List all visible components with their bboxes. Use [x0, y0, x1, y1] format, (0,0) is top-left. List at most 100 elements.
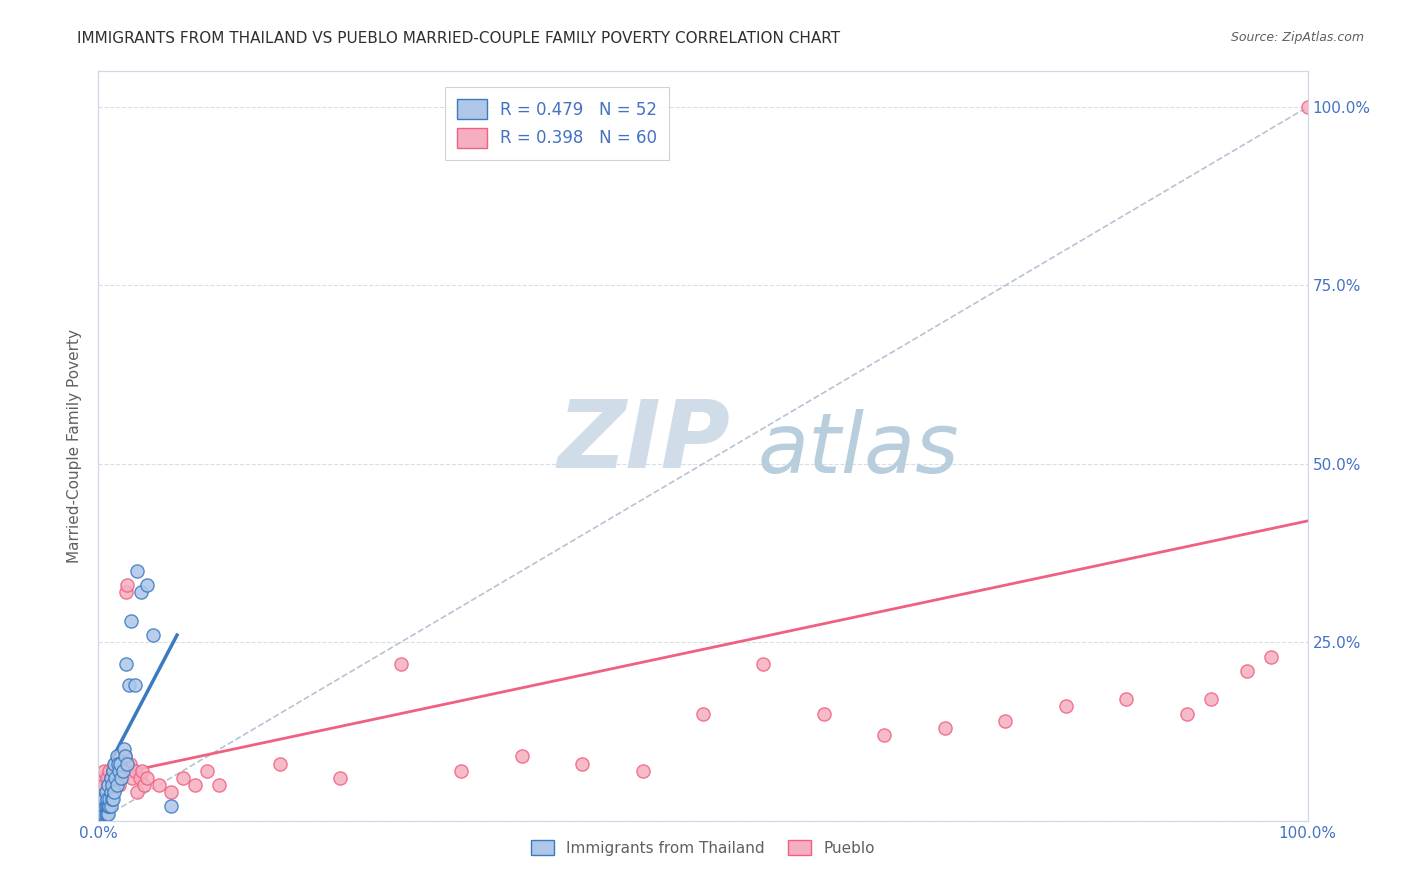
Point — [93, 799, 115, 814]
Point — [110, 771, 132, 785]
Point — [117, 756, 139, 771]
Point — [269, 756, 291, 771]
Point — [105, 749, 128, 764]
Point — [107, 764, 129, 778]
Point — [100, 771, 122, 785]
Point — [90, 799, 112, 814]
Point — [96, 806, 118, 821]
Point — [752, 657, 775, 671]
Point — [115, 657, 138, 671]
Point — [142, 628, 165, 642]
Point — [100, 778, 122, 792]
Point — [100, 785, 122, 799]
Point — [91, 785, 114, 799]
Point — [96, 799, 118, 814]
Y-axis label: Married-Couple Family Poverty: Married-Couple Family Poverty — [67, 329, 83, 563]
Point — [111, 764, 134, 778]
Point — [98, 764, 121, 778]
Point — [108, 756, 131, 771]
Point — [692, 706, 714, 721]
Point — [93, 806, 115, 821]
Legend: Immigrants from Thailand, Pueblo: Immigrants from Thailand, Pueblo — [526, 833, 880, 862]
Point — [101, 792, 124, 806]
Point — [105, 771, 128, 785]
Point — [389, 657, 412, 671]
Point — [127, 785, 149, 799]
Point — [98, 792, 121, 806]
Point — [98, 799, 121, 814]
Point — [89, 792, 111, 806]
Point — [172, 771, 194, 785]
Text: Source: ZipAtlas.com: Source: ZipAtlas.com — [1230, 31, 1364, 45]
Point — [450, 764, 472, 778]
Point — [103, 785, 125, 799]
Text: atlas: atlas — [758, 409, 959, 491]
Point — [100, 792, 122, 806]
Point — [104, 771, 127, 785]
Point — [510, 749, 533, 764]
Point — [129, 585, 152, 599]
Point — [114, 749, 136, 764]
Point — [89, 799, 111, 814]
Point — [101, 764, 124, 778]
Point — [105, 778, 128, 792]
Point — [118, 756, 141, 771]
Point — [1115, 692, 1137, 706]
Point — [994, 714, 1017, 728]
Point — [107, 756, 129, 771]
Point — [160, 785, 183, 799]
Point — [101, 764, 124, 778]
Point — [124, 678, 146, 692]
Point — [873, 728, 896, 742]
Point — [112, 742, 135, 756]
Point — [100, 771, 122, 785]
Point — [128, 771, 150, 785]
Point — [124, 764, 146, 778]
Point — [117, 578, 139, 592]
Point — [94, 785, 117, 799]
Point — [93, 764, 115, 778]
Point — [121, 771, 143, 785]
Point — [1175, 706, 1198, 721]
Point — [94, 799, 117, 814]
Point — [94, 785, 117, 799]
Point — [94, 806, 117, 821]
Point — [93, 792, 115, 806]
Point — [90, 792, 112, 806]
Point — [118, 678, 141, 692]
Point — [329, 771, 352, 785]
Text: ZIP: ZIP — [558, 396, 731, 488]
Point — [91, 799, 114, 814]
Point — [97, 799, 120, 814]
Point — [1054, 699, 1077, 714]
Point — [131, 764, 153, 778]
Point — [108, 764, 131, 778]
Point — [91, 799, 114, 814]
Point — [134, 778, 156, 792]
Point — [115, 585, 138, 599]
Point — [118, 764, 141, 778]
Point — [90, 778, 112, 792]
Point — [96, 792, 118, 806]
Point — [1236, 664, 1258, 678]
Point — [114, 749, 136, 764]
Point — [97, 778, 120, 792]
Point — [93, 778, 115, 792]
Point — [120, 614, 142, 628]
Point — [195, 764, 218, 778]
Point — [813, 706, 835, 721]
Point — [103, 778, 125, 792]
Point — [108, 756, 131, 771]
Point — [135, 771, 157, 785]
Point — [100, 785, 122, 799]
Point — [111, 764, 134, 778]
Point — [90, 806, 112, 821]
Point — [103, 756, 125, 771]
Point — [127, 564, 149, 578]
Point — [631, 764, 654, 778]
Point — [91, 806, 114, 821]
Point — [1199, 692, 1222, 706]
Point — [100, 799, 122, 814]
Point — [104, 756, 127, 771]
Text: IMMIGRANTS FROM THAILAND VS PUEBLO MARRIED-COUPLE FAMILY POVERTY CORRELATION CHA: IMMIGRANTS FROM THAILAND VS PUEBLO MARRI… — [77, 31, 841, 46]
